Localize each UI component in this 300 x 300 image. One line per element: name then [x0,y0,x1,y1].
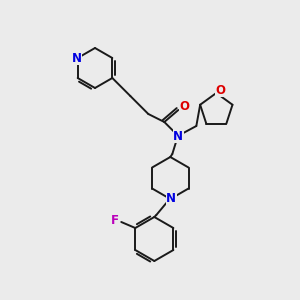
Text: N: N [173,130,183,142]
Text: O: O [215,83,225,97]
Text: F: F [111,214,119,227]
Text: N: N [166,193,176,206]
Text: O: O [179,100,189,113]
Text: N: N [72,52,82,64]
